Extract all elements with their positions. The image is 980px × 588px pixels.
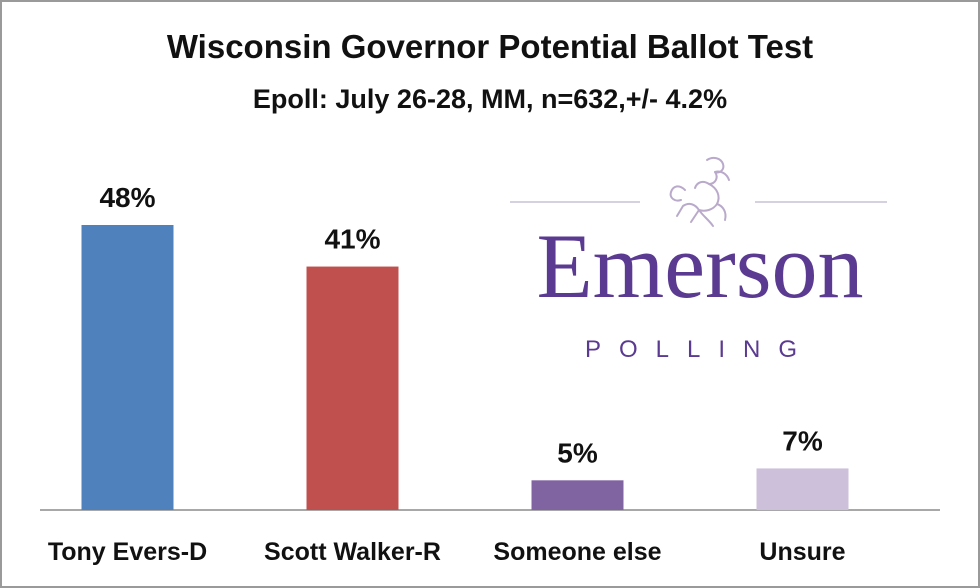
bar <box>306 266 399 510</box>
lion-rampant-icon <box>669 156 730 227</box>
logo-subtext: POLLING <box>584 336 816 363</box>
category-tick-label: Unsure <box>759 538 845 566</box>
emerson-polling-logo: Emerson POLLING <box>505 150 895 370</box>
logo-wordmark: Emerson <box>536 215 864 317</box>
data-label: 48% <box>99 182 155 213</box>
bar <box>81 225 174 510</box>
bar <box>756 468 849 510</box>
data-label: 41% <box>324 224 380 255</box>
bar <box>531 480 624 510</box>
data-label: 7% <box>782 425 823 456</box>
category-tick-label: Tony Evers-D <box>48 538 207 566</box>
data-label: 5% <box>557 437 598 468</box>
chart-subtitle: Epoll: July 26-28, MM, n=632,+/- 4.2% <box>252 84 728 114</box>
category-tick-label: Someone else <box>493 538 661 566</box>
logo-rule-lines <box>510 201 887 203</box>
chart-title: Wisconsin Governor Potential Ballot Test <box>166 28 814 65</box>
category-tick-label: Scott Walker-R <box>264 538 441 566</box>
